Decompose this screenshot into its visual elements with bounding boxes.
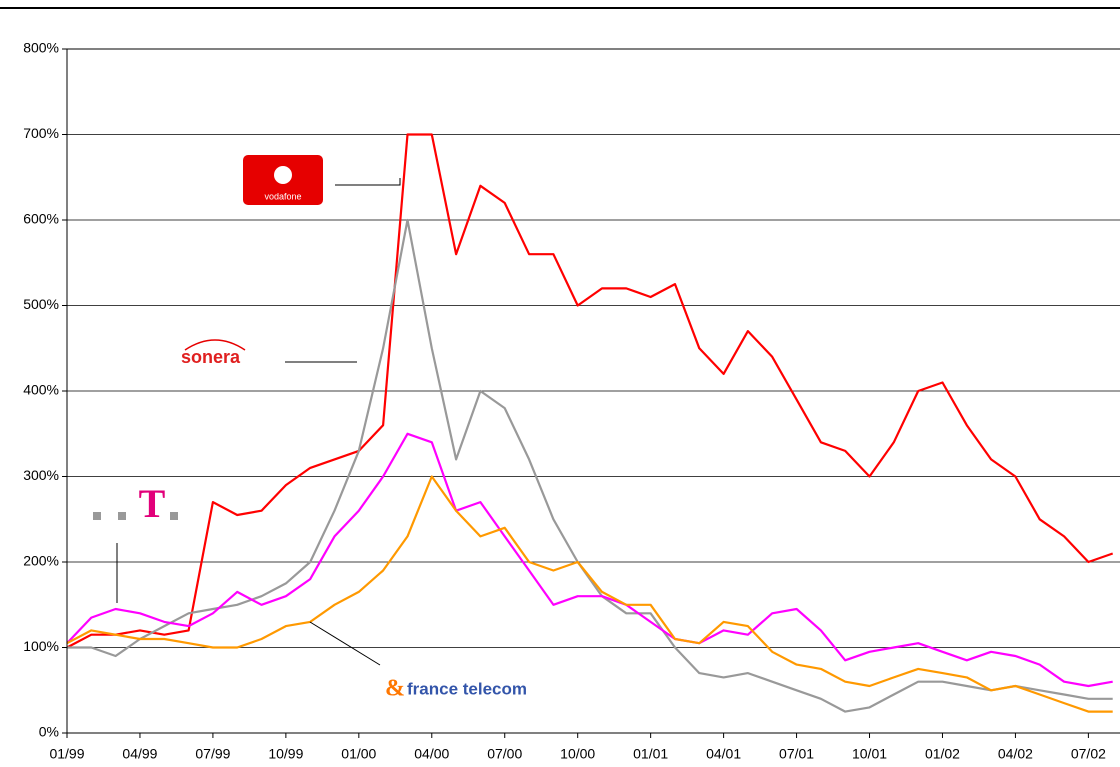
x-tick-label: 04/02 (998, 746, 1033, 762)
x-tick-label: 01/02 (925, 746, 960, 762)
lines (66, 133, 1114, 713)
y-tick-label: 100% (23, 638, 59, 654)
legend-label: T (139, 481, 166, 526)
x-tick-label: 01/99 (49, 746, 84, 762)
x-tick-label: 07/00 (487, 746, 522, 762)
y-tick-label: 600% (23, 211, 59, 227)
x-tick-label: 04/00 (414, 746, 449, 762)
x-tick-label: 07/01 (779, 746, 814, 762)
vodafone-logo-mark (274, 166, 292, 184)
t-logo-dot (118, 512, 126, 520)
y-tick-label: 700% (23, 125, 59, 141)
leader-line (335, 178, 401, 186)
x-tick-label: 10/00 (560, 746, 595, 762)
legend-label: vodafone (264, 191, 301, 201)
x-tick-label: 07/02 (1071, 746, 1106, 762)
series-line (66, 133, 1114, 649)
y-tick-label: 300% (23, 467, 59, 483)
leader-line (309, 621, 381, 666)
x-tick-label: 01/00 (341, 746, 376, 762)
t-logo-dot (93, 512, 101, 520)
series-line (66, 432, 1113, 688)
sonera-logo-arc (184, 339, 246, 351)
x-tick-label: 07/99 (195, 746, 230, 762)
y-tick-label: 0% (39, 724, 59, 740)
y-tick-label: 200% (23, 553, 59, 569)
y-tick-label: 800% (23, 40, 59, 56)
grid (62, 48, 1120, 738)
x-tick-label: 04/01 (706, 746, 741, 762)
y-tick-label: 500% (23, 296, 59, 312)
y-tick-label: 400% (23, 382, 59, 398)
series-line (67, 218, 1113, 713)
legend-label: france telecom (407, 679, 527, 698)
x-tick-label: 10/01 (852, 746, 887, 762)
legend-label: sonera (181, 347, 241, 367)
series-line (66, 475, 1113, 713)
x-tick-label: 01/01 (633, 746, 668, 762)
x-tick-label: 10/99 (268, 746, 303, 762)
t-logo-dot (170, 512, 178, 520)
x-tick-label: 04/99 (122, 746, 157, 762)
france-telecom-logo-mark: & (385, 676, 405, 702)
